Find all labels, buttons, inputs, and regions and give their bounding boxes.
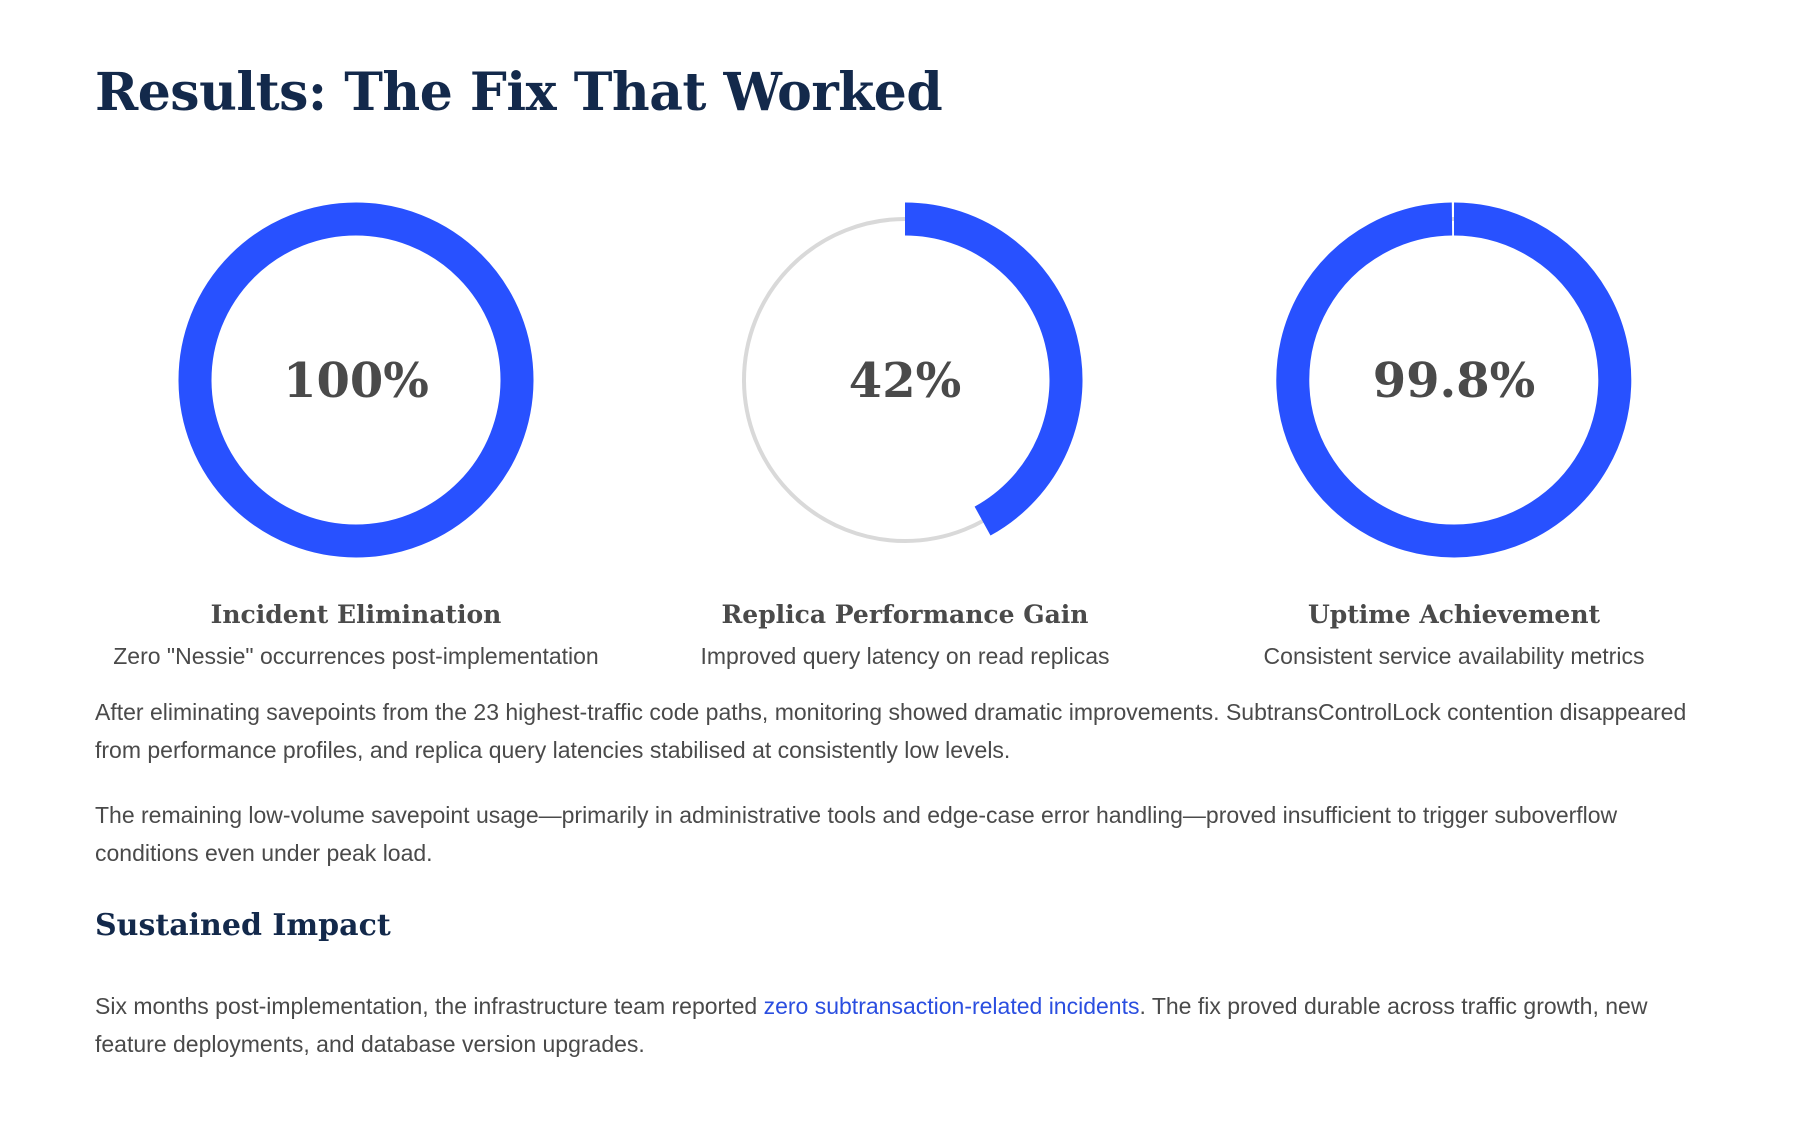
metric-uptime-achievement: 99.8% Uptime Achievement Consistent serv… bbox=[1174, 190, 1734, 670]
metric-description: Consistent service availability metrics bbox=[1263, 643, 1645, 669]
metric-description: Improved query latency on read replicas bbox=[700, 643, 1110, 669]
metric-label: Uptime Achievement bbox=[1307, 600, 1601, 629]
progress-ring-arc bbox=[1276, 202, 1632, 558]
progress-ring-arc bbox=[178, 202, 534, 558]
progress-ring-uptime-achievement: 99.8% bbox=[1276, 202, 1632, 558]
sustained-impact-heading: Sustained Impact bbox=[95, 908, 391, 943]
metric-replica-performance-gain: 42% Replica Performance Gain Improved qu… bbox=[625, 190, 1185, 670]
progress-ring-incident-elimination: 100% bbox=[178, 202, 534, 558]
metric-incident-elimination: 100% Incident Elimination Zero "Nessie" … bbox=[76, 190, 636, 670]
metric-value: 99.8% bbox=[1373, 353, 1536, 409]
metric-value: 42% bbox=[849, 353, 961, 409]
page-title: Results: The Fix That Worked bbox=[95, 62, 943, 123]
metric-label: Incident Elimination bbox=[210, 600, 502, 629]
zero-incidents-link[interactable]: zero subtransaction-related incidents bbox=[763, 993, 1140, 1019]
sustained-impact-paragraph: Six months post-implementation, the infr… bbox=[95, 987, 1715, 1063]
results-paragraph-1: After eliminating savepoints from the 23… bbox=[95, 699, 1687, 763]
metric-description: Zero "Nessie" occurrences post-implement… bbox=[113, 643, 599, 669]
sustained-text-after: . The fix proved durable across traffic … bbox=[95, 993, 1648, 1057]
progress-ring-replica-performance-gain: 42% bbox=[742, 202, 1083, 543]
metric-label: Replica Performance Gain bbox=[721, 600, 1089, 629]
progress-ring-arc bbox=[904, 202, 1083, 536]
metric-value: 100% bbox=[283, 353, 429, 409]
results-paragraph-2: The remaining low-volume savepoint usage… bbox=[95, 802, 1618, 866]
sustained-text-before: Six months post-implementation, the infr… bbox=[95, 993, 764, 1019]
